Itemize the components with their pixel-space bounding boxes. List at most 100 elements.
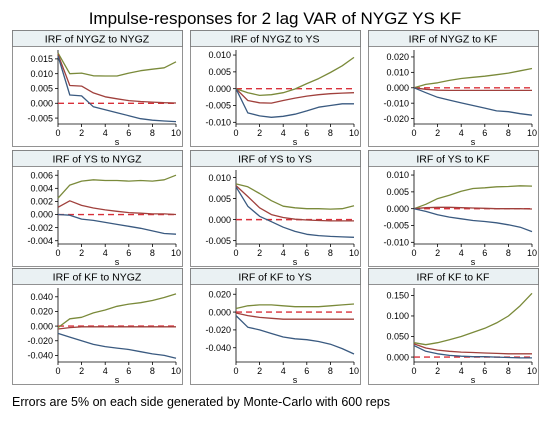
x-tick-label: 4	[103, 366, 108, 376]
panel-header	[190, 268, 361, 285]
y-tick-label: -0.010	[205, 118, 231, 128]
y-tick-label: 0.000	[30, 321, 53, 331]
x-tick-label: 4	[459, 248, 464, 258]
upper-series-line	[57, 52, 177, 77]
y-tick-label: 0.150	[386, 291, 409, 301]
figure-title: Impulse-responses for 2 lag VAR of NYGZ …	[88, 9, 462, 28]
x-tick-label: 8	[506, 366, 511, 376]
x-tick-label: 6	[304, 128, 309, 138]
x-tick-label: 6	[482, 366, 487, 376]
x-axis-label: s	[471, 257, 476, 267]
y-tick-label: 0.005	[30, 84, 53, 94]
x-tick-label: 4	[103, 128, 108, 138]
panel-header	[190, 30, 361, 47]
x-tick-label: 0	[55, 248, 60, 258]
y-tick-label: 0.000	[30, 98, 53, 108]
irf-panel: IRF of NYGZ to YS -0.010 -0.005 0.000 0.005 0…	[190, 30, 361, 147]
y-tick-label: 0.000	[386, 204, 409, 214]
irf-series-line	[57, 326, 176, 330]
y-tick-label: -0.020	[205, 325, 231, 335]
x-tick-label: 10	[171, 128, 181, 138]
panel-title: IRF of KF to NYGZ	[53, 272, 142, 284]
x-tick-label: 6	[482, 128, 487, 138]
y-tick-label: -0.004	[27, 236, 53, 246]
irf-panel: IRF of YS to NYGZ -0.004 -0.002 0.000 0.002 0…	[12, 150, 183, 267]
lower-series-line	[413, 87, 533, 116]
y-tick-label: -0.005	[205, 236, 231, 246]
irf-panel: IRF of YS to YS -0.005 0.000 0.005 0.010 0 2 4 6…	[190, 150, 361, 267]
panel-header	[12, 30, 183, 47]
y-tick-label: -0.002	[27, 223, 53, 233]
x-tick-label: 4	[281, 248, 286, 258]
x-tick-label: 4	[103, 248, 108, 258]
x-tick-label: 0	[233, 366, 238, 376]
irf-panel: IRF of YS to KF -0.010 -0.005 0.000 0.005 0.0…	[368, 150, 539, 267]
panel-header	[368, 268, 539, 285]
upper-series-line	[413, 67, 533, 89]
irf-panel: IRF of KF to NYGZ -0.040 -0.020 0.000 0.020 0…	[12, 268, 183, 385]
upper-series-line	[235, 303, 355, 310]
y-tick-label: 0.010	[30, 69, 53, 79]
panel-title: IRF of KF to YS	[238, 272, 311, 284]
x-tick-label: 0	[233, 128, 238, 138]
y-tick-label: -0.040	[205, 343, 231, 353]
x-tick-label: 8	[150, 128, 155, 138]
irf-panel: IRF of KF to YS -0.040 -0.020 0.000 0.020 0 2 4…	[190, 268, 361, 385]
lower-series-line	[57, 55, 177, 123]
irf-series-line	[235, 185, 354, 222]
y-tick-label: -0.040	[27, 351, 53, 361]
x-tick-label: 2	[435, 128, 440, 138]
panel-frame	[12, 30, 183, 147]
panel-title: IRF of YS to NYGZ	[52, 154, 142, 166]
y-tick-label: 0.010	[386, 170, 409, 180]
x-tick-label: 10	[527, 128, 537, 138]
y-tick-label: 0.020	[208, 289, 231, 299]
irf-series-line	[57, 200, 177, 216]
x-tick-label: 8	[150, 366, 155, 376]
lower-series-line	[57, 332, 177, 359]
panel-title: IRF of NYGZ to KF	[409, 34, 498, 46]
y-tick-label: -0.005	[27, 113, 53, 123]
x-tick-label: 10	[171, 248, 181, 258]
upper-series-line	[57, 174, 177, 199]
x-tick-label: 10	[349, 128, 359, 138]
x-tick-label: 2	[79, 366, 84, 376]
panel-header	[190, 150, 361, 167]
panel-header	[368, 150, 539, 167]
x-tick-label: 4	[459, 128, 464, 138]
x-tick-label: 6	[304, 366, 309, 376]
y-tick-label: 0.020	[386, 52, 409, 62]
x-tick-label: 6	[126, 366, 131, 376]
y-tick-label: 0.000	[386, 352, 409, 362]
panel-title: IRF of YS to YS	[238, 154, 312, 166]
x-tick-label: 6	[482, 248, 487, 258]
y-tick-label: 0.015	[30, 54, 53, 64]
y-tick-label: 0.010	[208, 50, 231, 60]
panel-title: IRF of KF to KF	[417, 272, 490, 284]
irf-series-line	[413, 206, 533, 210]
x-tick-label: 6	[304, 248, 309, 258]
x-tick-label: 6	[126, 128, 131, 138]
upper-series-line	[57, 293, 177, 329]
irf-series-line	[413, 343, 532, 355]
y-tick-label: -0.010	[383, 238, 409, 248]
x-tick-label: 0	[411, 248, 416, 258]
x-tick-label: 2	[257, 248, 262, 258]
y-tick-label: 0.010	[208, 173, 231, 183]
x-tick-label: 2	[257, 366, 262, 376]
panel-frame	[368, 268, 539, 385]
irf-panel: IRF of NYGZ to NYGZ -0.005 0.000 0.005 0.010…	[12, 30, 183, 147]
x-tick-label: 8	[328, 366, 333, 376]
upper-series-line	[235, 183, 355, 210]
x-tick-label: 4	[459, 366, 464, 376]
y-tick-label: 0.006	[30, 170, 53, 180]
upper-series-line	[413, 185, 533, 210]
panel-header	[368, 30, 539, 47]
y-tick-label: -0.020	[27, 336, 53, 346]
x-axis-label: s	[115, 257, 120, 267]
x-tick-label: 0	[55, 366, 60, 376]
y-tick-label: 0.050	[386, 332, 409, 342]
panel-title: IRF of NYGZ to NYGZ	[45, 34, 150, 46]
x-tick-label: 8	[506, 248, 511, 258]
